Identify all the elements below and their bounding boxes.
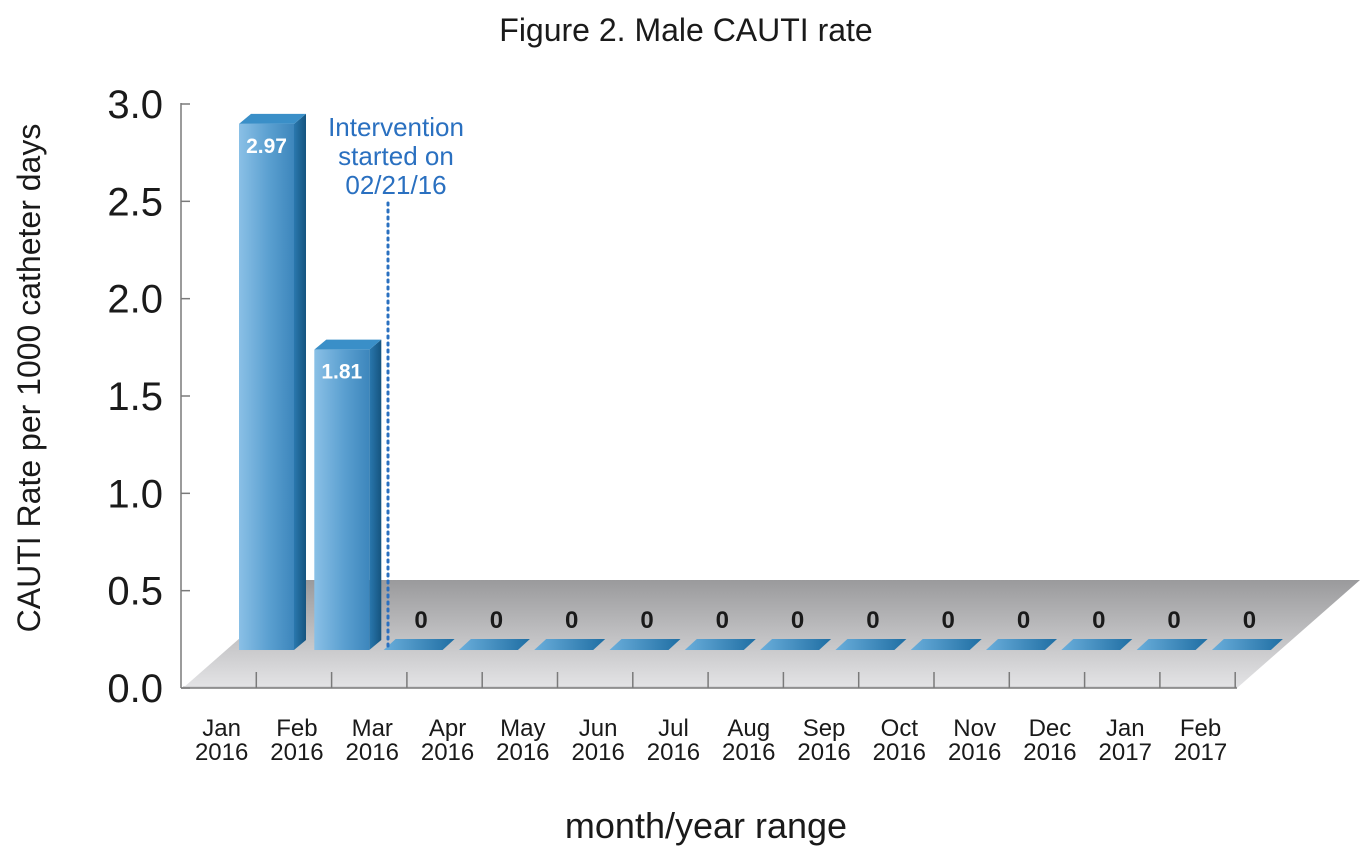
bar: 0 [835,607,907,650]
bar-flat [835,639,907,650]
x-tick-label-year: 2016 [797,739,850,766]
bar-side [294,113,306,651]
bar-flat [760,639,832,650]
bar-value-label: 0 [1092,607,1105,634]
x-tick-label-year: 2016 [421,739,474,766]
x-tick-label-month: Aug [727,715,770,742]
bar-value-label: 0 [490,607,503,634]
x-tick-label-month: Jan [1106,715,1145,742]
y-axis-title: CAUTI Rate per 1000 catheter days [11,124,47,633]
x-tick-label-month: Oct [881,715,919,742]
bar-value-label: 0 [791,607,804,634]
x-tick-label-month: Apr [429,715,466,742]
chart-title: Figure 2. Male CAUTI rate [499,12,872,48]
x-tick-label-year: 2017 [1174,739,1227,766]
x-tick-label-year: 2016 [496,739,549,766]
bar-value-label: 0 [1243,607,1256,634]
y-tick-label: 0.5 [107,570,163,614]
x-tick-label-month: Dec [1029,715,1072,742]
bar-value-label: 0 [942,607,955,634]
x-tick-label-month: Nov [953,715,996,742]
x-tick-label-month: Feb [276,715,317,742]
bar-value-label: 0 [1167,607,1180,634]
bar: 0 [760,607,832,650]
bar: 2.97 [239,113,306,651]
y-tick-label: 1.0 [107,472,163,516]
bar: 0 [383,607,455,650]
bar-flat [1211,639,1283,650]
bar-front [314,349,370,650]
x-axis-title: month/year range [565,805,847,846]
y-axis-ticks: 0.0 0.5 1.0 1.5 2.0 2.5 3.0 [107,83,190,711]
bar-flat [609,639,681,650]
bar: 1.81 [314,339,382,650]
bar: 0 [609,607,681,650]
bar-flat [534,639,606,650]
bar-value-label: 0 [866,607,879,634]
bar-flat [910,639,982,650]
bar-value-label: 0 [414,607,427,634]
intervention-label-line: 02/21/16 [345,170,446,200]
bar: 0 [1211,607,1283,650]
intervention-label-line: started on [338,141,454,171]
x-tick-label-year: 2017 [1099,739,1152,766]
x-tick-label-year: 2016 [873,739,926,766]
y-tick-label: 2.5 [107,180,163,224]
bar-front [239,123,294,651]
y-tick-label: 1.5 [107,375,163,419]
bar-value-label: 1.81 [321,361,362,384]
bar-flat [1136,639,1208,650]
x-tick-label-month: Jun [579,715,618,742]
bar: 0 [534,607,606,650]
bar-value-label: 0 [716,607,729,634]
y-tick-label: 3.0 [107,83,163,127]
bar: 0 [1136,607,1208,650]
x-tick-label-year: 2016 [270,739,323,766]
bar: 0 [1061,607,1133,650]
bar-flat [458,639,530,650]
x-tick-label-year: 2016 [346,739,399,766]
x-tick-label-month: Jul [658,715,689,742]
bar-value-label: 0 [640,607,653,634]
bar-value-label: 2.97 [246,135,287,158]
y-tick-label: 0.0 [107,667,163,711]
bar: 0 [684,607,756,650]
x-tick-label-year: 2016 [948,739,1001,766]
chart-floor [183,580,1360,688]
bar-top [314,339,382,350]
bar: 0 [458,607,530,650]
bars-group: 2.97 1.81 0 0 0 0 0 0 0 0 0 0 0 0 [239,113,1283,651]
x-tick-label-year: 2016 [1023,739,1076,766]
bar-flat [1061,639,1133,650]
x-tick-label-month: Jan [202,715,241,742]
x-tick-label-year: 2016 [722,739,775,766]
x-tick-label-month: Sep [803,715,846,742]
bar-flat [684,639,756,650]
bar-side [369,339,382,650]
x-tick-label-year: 2016 [571,739,624,766]
bar-top [239,113,306,124]
bar-flat [383,639,455,650]
bar-value-label: 0 [565,607,578,634]
x-tick-label-month: May [500,715,545,742]
x-tick-label-month: Feb [1180,715,1221,742]
intervention-label-line: Intervention [328,112,464,142]
bar: 0 [910,607,982,650]
x-axis-ticks: Jan2016Feb2016Mar2016Apr2016May2016Jun20… [195,672,1236,766]
x-tick-label-year: 2016 [647,739,700,766]
x-tick-label-year: 2016 [195,739,248,766]
bar-flat [986,639,1057,650]
bar-value-label: 0 [1017,607,1030,634]
x-tick-label-month: Mar [352,715,393,742]
bar: 0 [986,607,1057,650]
y-tick-label: 2.0 [107,278,163,322]
